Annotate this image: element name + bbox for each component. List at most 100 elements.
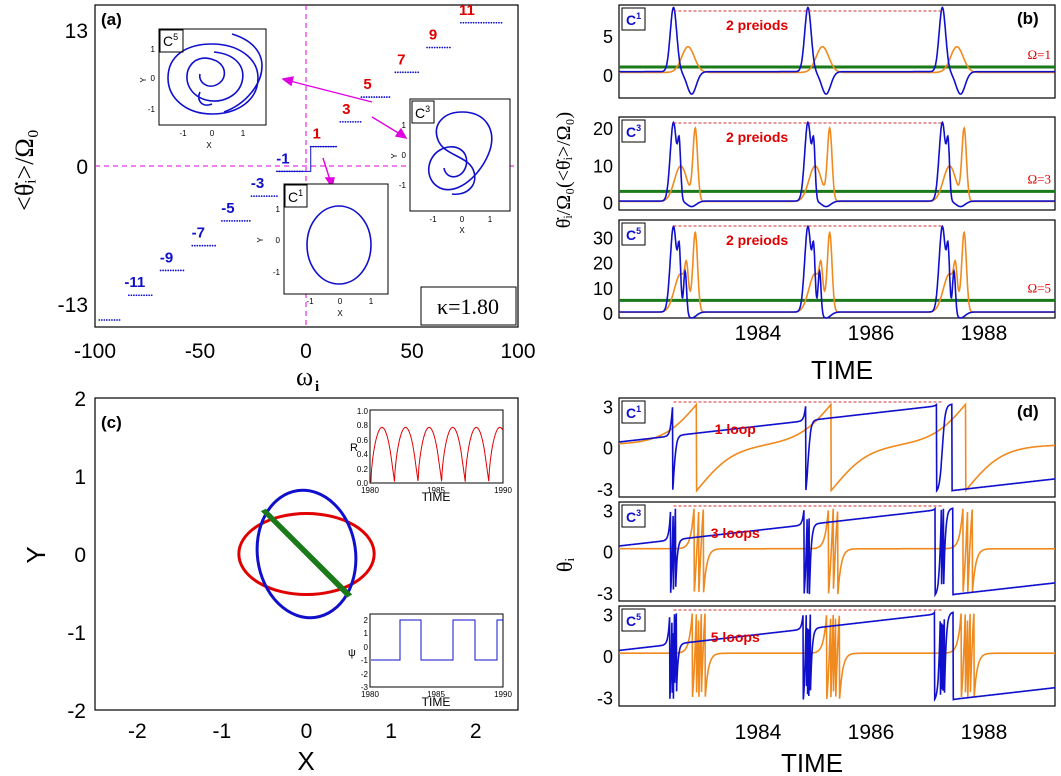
- step-point: [209, 244, 211, 247]
- c-xtick: -2: [128, 720, 147, 743]
- c-ytick: 2: [74, 388, 86, 411]
- panel-d-label: (d): [1017, 402, 1039, 421]
- b-ytick: 0: [603, 304, 613, 324]
- step-label: 1: [313, 126, 321, 143]
- step-point: [426, 46, 428, 49]
- step-point: [441, 46, 444, 49]
- panel-c-plot: [237, 488, 376, 620]
- orange-series: [619, 402, 1055, 494]
- step-point: [226, 220, 228, 222]
- step-point: [368, 96, 371, 98]
- step-point: [465, 21, 467, 24]
- step-point: [193, 244, 196, 247]
- d-ytick: 0: [603, 543, 613, 563]
- step-point: [446, 46, 449, 49]
- blue-orbit: [255, 488, 358, 620]
- step-point: [359, 120, 362, 123]
- r-ytick: 0.4: [357, 450, 369, 459]
- badge-box: [621, 608, 646, 632]
- psi-xtick: 1985: [427, 690, 445, 699]
- step-point: [98, 319, 101, 321]
- inset-r: 1.0 0.8 0.6 0.4 0.2 0.0 R 1980 1985 1990…: [350, 407, 512, 504]
- inset-psi: 2 1 0 -1 -2 -3 ψ 1980 1985 1990 TIME: [348, 613, 512, 709]
- c-xtick: -1: [213, 720, 232, 743]
- c-ytick: 1: [74, 466, 86, 489]
- orange-series: [619, 508, 1055, 595]
- arrow-to-c5: [289, 80, 373, 103]
- step-point: [373, 96, 376, 98]
- a-xtick: -100: [74, 340, 116, 363]
- step-point: [270, 195, 273, 198]
- panel-a-arrows: [281, 76, 408, 189]
- step-point: [344, 120, 347, 123]
- step-point: [116, 319, 118, 321]
- d-ytick: 3: [603, 397, 613, 417]
- step-point: [167, 269, 170, 272]
- d-ytick: -3: [597, 480, 613, 500]
- step-point: [246, 220, 249, 222]
- step-point: [482, 21, 485, 24]
- r-ytick: 0.6: [357, 436, 369, 445]
- step-point: [268, 195, 271, 198]
- step-point: [182, 269, 185, 272]
- c3-xlabel: X: [459, 226, 465, 235]
- subplot-frame: [618, 4, 1056, 99]
- c1-ellipse: [306, 205, 372, 285]
- step-point: [145, 294, 148, 297]
- inset-psi-curve: [371, 619, 503, 661]
- step-point: [485, 21, 488, 24]
- step-point: [407, 71, 409, 74]
- psi-xtick: 1980: [361, 690, 379, 699]
- c3-xtick: 0: [460, 215, 465, 224]
- step-point: [179, 269, 182, 272]
- step-point: [341, 120, 344, 123]
- b-ytick: 30: [593, 229, 613, 249]
- c5-outer-loop: [167, 43, 259, 115]
- psi-ytick: -2: [361, 670, 369, 679]
- blue-series: [619, 6, 1055, 95]
- step-point: [472, 21, 475, 24]
- step-point: [265, 195, 268, 198]
- badge-box: [621, 7, 646, 31]
- d-xtick: 1988: [961, 721, 1008, 744]
- loop-annotation: 3 loops: [711, 525, 760, 541]
- b-xtick: 1986: [848, 322, 895, 345]
- panel-b-ylabel: θ̇ᵢ/Ω₀(<θ̇ᵢ>/Ω₀): [553, 112, 575, 228]
- c3-ytick: 1: [402, 121, 407, 130]
- period-annotation: 2 preiods: [726, 129, 788, 145]
- panel-b-label: (b): [1017, 9, 1039, 28]
- step-point: [354, 120, 357, 123]
- step-point: [108, 319, 111, 321]
- step-point: [448, 46, 451, 49]
- panel-a-label: (a): [101, 10, 122, 29]
- d-ytick: 3: [603, 605, 613, 625]
- psi-ytick: 2: [364, 616, 369, 625]
- psi-xlabel: TIME: [422, 695, 451, 709]
- step-point: [238, 220, 241, 222]
- step-point: [394, 71, 397, 74]
- step-point: [404, 71, 407, 74]
- panel-c-ticks: -2 -1 0 1 2 2 1 0 -1 -2: [67, 388, 481, 743]
- step-point: [363, 96, 365, 98]
- step-point: [135, 294, 138, 297]
- b-xtick: 1984: [735, 322, 782, 345]
- step-point: [204, 244, 206, 247]
- r-ytick: 0.2: [357, 465, 369, 474]
- subplot-frame: [618, 501, 1056, 602]
- subplot-frame: [618, 219, 1056, 319]
- step-point: [169, 269, 172, 272]
- step-point: [443, 46, 446, 49]
- step-point: [138, 294, 140, 297]
- step-point: [223, 220, 226, 222]
- step-point: [103, 319, 106, 321]
- inset-c1-frame: [283, 183, 389, 295]
- c5-ylabel: Y: [139, 77, 148, 83]
- step-point: [233, 220, 236, 222]
- step-point: [162, 269, 165, 272]
- step-point: [349, 120, 352, 123]
- c5-ytick: 0: [151, 74, 156, 83]
- step-point: [260, 195, 263, 198]
- period-annotation: 2 preiods: [726, 232, 788, 248]
- inset-c5-frame: [158, 28, 267, 126]
